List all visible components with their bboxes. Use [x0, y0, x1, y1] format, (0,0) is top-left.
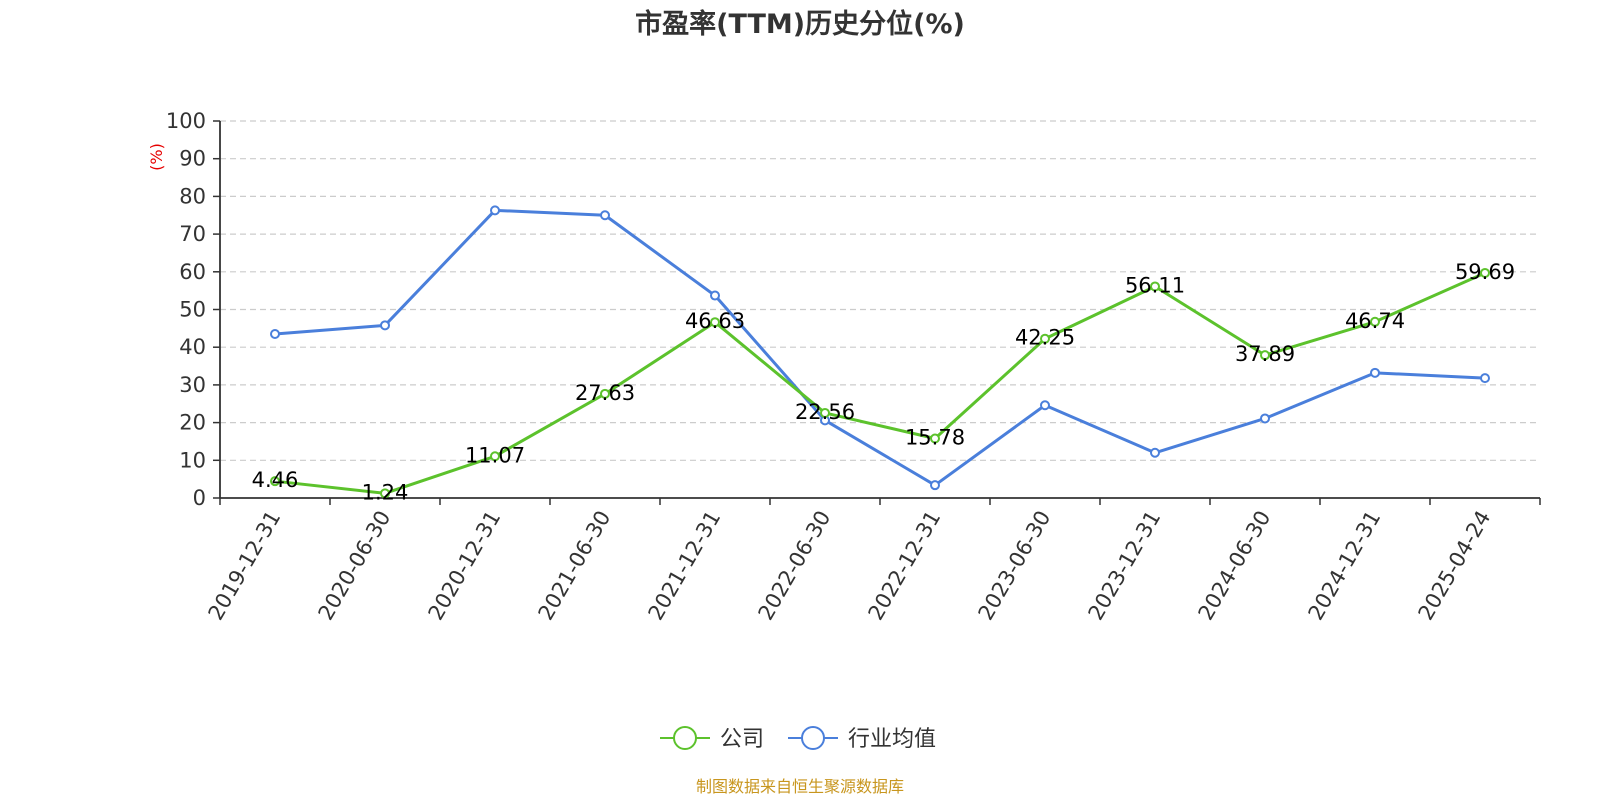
data-point[interactable]: [1370, 316, 1380, 327]
data-point[interactable]: [820, 407, 830, 418]
x-tick-label: 2025-04-24: [1414, 507, 1496, 625]
data-label: 1.24: [362, 480, 409, 504]
data-point[interactable]: [270, 476, 280, 487]
series-line-0: [274, 271, 1486, 495]
legend-item-0[interactable]: 公司: [660, 726, 764, 752]
y-tick-label: 100: [166, 109, 206, 133]
data-label: 42.25: [1015, 326, 1075, 350]
data-point[interactable]: [490, 451, 500, 462]
data-point[interactable]: [710, 317, 720, 328]
data-point[interactable]: [600, 210, 610, 221]
data-label: 27.63: [575, 381, 635, 405]
legend[interactable]: 公司 行业均值: [660, 726, 936, 752]
data-point[interactable]: [490, 205, 500, 216]
data-labels: 4.46 1.24 11.07 27.63 46.63 22.56 15.78 42.25 56…: [252, 260, 1515, 504]
x-tick-label: 2022-12-31: [864, 507, 946, 625]
series-line-1: [274, 208, 1486, 487]
data-point[interactable]: [930, 480, 940, 491]
data-point[interactable]: [1480, 373, 1490, 384]
data-point[interactable]: [1370, 367, 1380, 378]
data-point[interactable]: [270, 329, 280, 340]
x-tick-label: 2024-12-31: [1304, 507, 1386, 625]
data-label: 46.74: [1345, 309, 1405, 333]
chart-title: 市盈率(TTM)历史分位(%): [635, 8, 965, 40]
x-tick-label: 2022-06-30: [754, 507, 836, 625]
data-label: 22.56: [795, 400, 855, 424]
y-tick-label: 10: [179, 448, 206, 472]
data-point[interactable]: [1260, 350, 1270, 361]
y-tick-label: 40: [179, 335, 206, 359]
x-tick-label: 2019-12-31: [204, 507, 286, 625]
data-point[interactable]: [1480, 267, 1490, 278]
x-tick-label: 2024-06-30: [1194, 507, 1276, 625]
legend-marker-icon: [801, 726, 825, 750]
legend-label: 行业均值: [848, 727, 936, 752]
data-point[interactable]: [1040, 333, 1050, 344]
gridlines: [220, 120, 1540, 461]
data-point[interactable]: [380, 320, 390, 331]
data-point[interactable]: [380, 488, 390, 499]
data-label: 37.89: [1235, 342, 1295, 366]
data-label: 15.78: [905, 426, 965, 450]
x-tick-label: 2023-06-30: [974, 507, 1056, 625]
x-tick-label: 2023-12-31: [1084, 507, 1166, 625]
x-tick-label: 2020-12-31: [424, 507, 506, 625]
data-point[interactable]: [1040, 400, 1050, 411]
y-tick-label: 0: [193, 486, 206, 510]
data-point[interactable]: [710, 290, 720, 301]
data-label: 59.69: [1455, 260, 1515, 284]
y-tick-label: 80: [179, 184, 206, 208]
series-layer: [270, 205, 1490, 499]
legend-item-1[interactable]: 行业均值: [788, 726, 936, 752]
y-tick-label: 30: [179, 373, 206, 397]
x-tick-label: 2020-06-30: [314, 507, 396, 625]
y-tick-label: 20: [179, 411, 206, 435]
source-note: 制图数据来自恒生聚源数据库: [696, 777, 904, 796]
data-point[interactable]: [1150, 281, 1160, 292]
y-axis-ticks: 0 10 20 30 40 50 60 70 80 90 100: [166, 109, 206, 510]
x-tick-label: 2021-12-31: [644, 507, 726, 625]
data-label: 56.11: [1125, 273, 1185, 297]
legend-label: 公司: [720, 727, 764, 752]
axes: [213, 120, 1541, 505]
y-tick-label: 90: [179, 147, 206, 171]
y-tick-label: 50: [179, 298, 206, 322]
y-tick-label: 70: [179, 222, 206, 246]
data-point[interactable]: [930, 433, 940, 444]
data-point[interactable]: [1260, 413, 1270, 424]
data-point[interactable]: [600, 388, 610, 399]
y-axis-unit: (%): [147, 143, 166, 171]
y-tick-label: 60: [179, 260, 206, 284]
x-axis-ticks: 2019-12-31 2020-06-30 2020-12-31 2021-06-30…: [204, 507, 1496, 625]
data-label: 46.63: [685, 309, 745, 333]
legend-marker-icon: [673, 726, 697, 750]
data-label: 11.07: [465, 443, 525, 467]
x-tick-label: 2021-06-30: [534, 507, 616, 625]
data-point[interactable]: [1150, 447, 1160, 458]
data-label: 4.46: [252, 468, 299, 492]
